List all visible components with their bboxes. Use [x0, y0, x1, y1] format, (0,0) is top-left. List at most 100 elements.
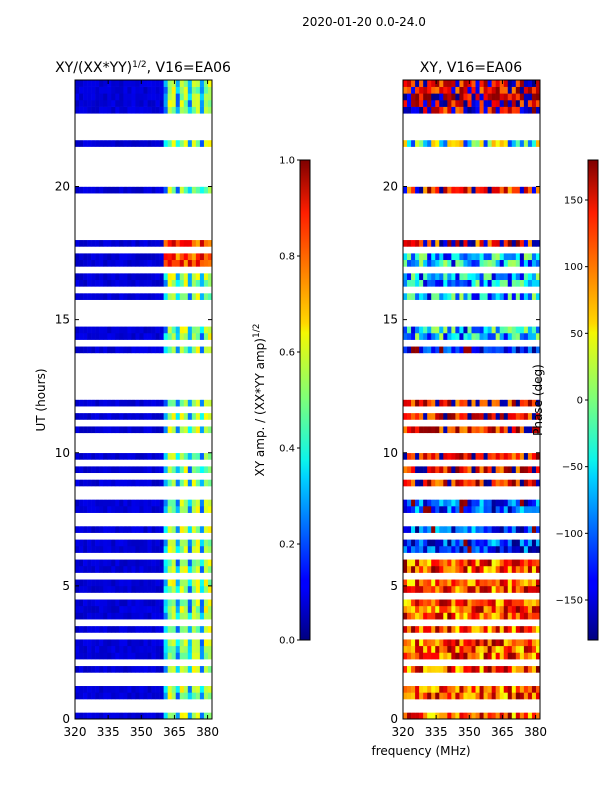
amplitude-cell [79, 585, 84, 593]
phase-cell [439, 659, 444, 667]
phase-cell [463, 679, 468, 687]
phase-cell [535, 525, 541, 533]
phase-cell [519, 619, 525, 627]
left-plot-frame [74, 79, 213, 720]
amplitude-cell [147, 279, 152, 287]
amplitude-cell [127, 446, 132, 454]
phase-cell [467, 612, 472, 620]
phase-cell [479, 665, 484, 673]
amplitude-cell [199, 299, 205, 307]
amplitude-cell [175, 173, 181, 181]
amplitude-cell [87, 472, 92, 480]
amplitude-cell [135, 399, 140, 407]
amplitude-cell [87, 705, 92, 713]
phase-cell [403, 392, 408, 400]
amplitude-cell [159, 119, 164, 127]
amplitude-cell [159, 173, 164, 181]
amplitude-cell [171, 193, 177, 201]
amplitude-cell [111, 625, 116, 633]
phase-cell [423, 499, 428, 507]
phase-cell [423, 619, 428, 627]
amplitude-cell [207, 293, 213, 300]
phase-cell [407, 479, 412, 487]
phase-cell [503, 699, 509, 706]
phase-cell [519, 612, 525, 620]
amplitude-cell [95, 619, 100, 627]
phase-cell [475, 652, 480, 660]
amplitude-cell [123, 99, 128, 107]
phase-cell [487, 426, 492, 434]
amplitude-cell [79, 279, 84, 287]
amplitude-cell [195, 479, 201, 487]
amplitude-cell [75, 293, 80, 300]
phase-cell [411, 699, 416, 706]
amplitude-cell [99, 539, 104, 547]
amplitude-cell [179, 299, 185, 307]
amplitude-cell [179, 326, 185, 334]
amplitude-cell [155, 126, 160, 134]
amplitude-cell [139, 199, 144, 207]
phase-cell [519, 592, 525, 600]
phase-cell [511, 399, 517, 407]
amplitude-cell [139, 579, 144, 587]
phase-cell [535, 692, 541, 700]
amplitude-cell [107, 239, 112, 247]
phase-cell [491, 519, 496, 527]
phase-cell [523, 472, 529, 480]
amplitude-cell [155, 599, 160, 607]
amplitude-cell [111, 139, 116, 147]
phase-cell [459, 679, 464, 687]
amplitude-cell [175, 705, 181, 713]
phase-cell [503, 585, 509, 593]
phase-cell [419, 612, 424, 620]
phase-cell [495, 439, 501, 447]
phase-cell [463, 492, 468, 500]
amplitude-cell [79, 479, 84, 487]
phase-cell [407, 452, 412, 460]
phase-cell [495, 632, 501, 640]
amplitude-cell [123, 139, 128, 147]
phase-cell [499, 539, 505, 547]
amplitude-cell [115, 159, 120, 167]
amplitude-cell [139, 426, 144, 434]
amplitude-cell [123, 279, 128, 287]
amplitude-cell [183, 199, 189, 207]
amplitude-cell [147, 525, 152, 533]
amplitude-cell [199, 472, 205, 480]
amplitude-cell [167, 206, 173, 214]
phase-cell [479, 552, 484, 560]
amplitude-cell [147, 552, 152, 560]
amplitude-cell [135, 712, 140, 720]
amplitude-cell [199, 246, 205, 254]
amplitude-cell [191, 319, 197, 327]
amplitude-cell [107, 639, 112, 647]
amplitude-cell [183, 266, 189, 274]
phase-cell [515, 459, 521, 467]
amplitude-cell [143, 506, 148, 513]
phase-cell [411, 639, 416, 647]
amplitude-cell [119, 619, 124, 627]
amplitude-cell [159, 219, 164, 227]
amplitude-cell [167, 306, 173, 314]
amplitude-cell [167, 632, 173, 640]
phase-cell [467, 685, 472, 693]
phase-cell [467, 572, 472, 580]
amplitude-cell [127, 286, 132, 294]
amplitude-cell [179, 86, 185, 94]
phase-cell [443, 525, 448, 533]
phase-cell [531, 532, 537, 540]
amplitude-cell [87, 226, 92, 234]
amplitude-cell [83, 352, 88, 360]
amplitude-cell [107, 432, 112, 440]
amplitude-cell [167, 585, 173, 593]
amplitude-cell [127, 685, 132, 693]
amplitude-cell [163, 392, 168, 400]
phase-cell [459, 625, 464, 633]
amplitude-cell [107, 146, 112, 154]
amplitude-cell [147, 266, 152, 274]
amplitude-cell [159, 559, 164, 567]
phase-cell [455, 605, 460, 613]
amplitude-cell [139, 406, 144, 414]
amplitude-cell [103, 293, 108, 300]
phase-cell [487, 552, 492, 560]
